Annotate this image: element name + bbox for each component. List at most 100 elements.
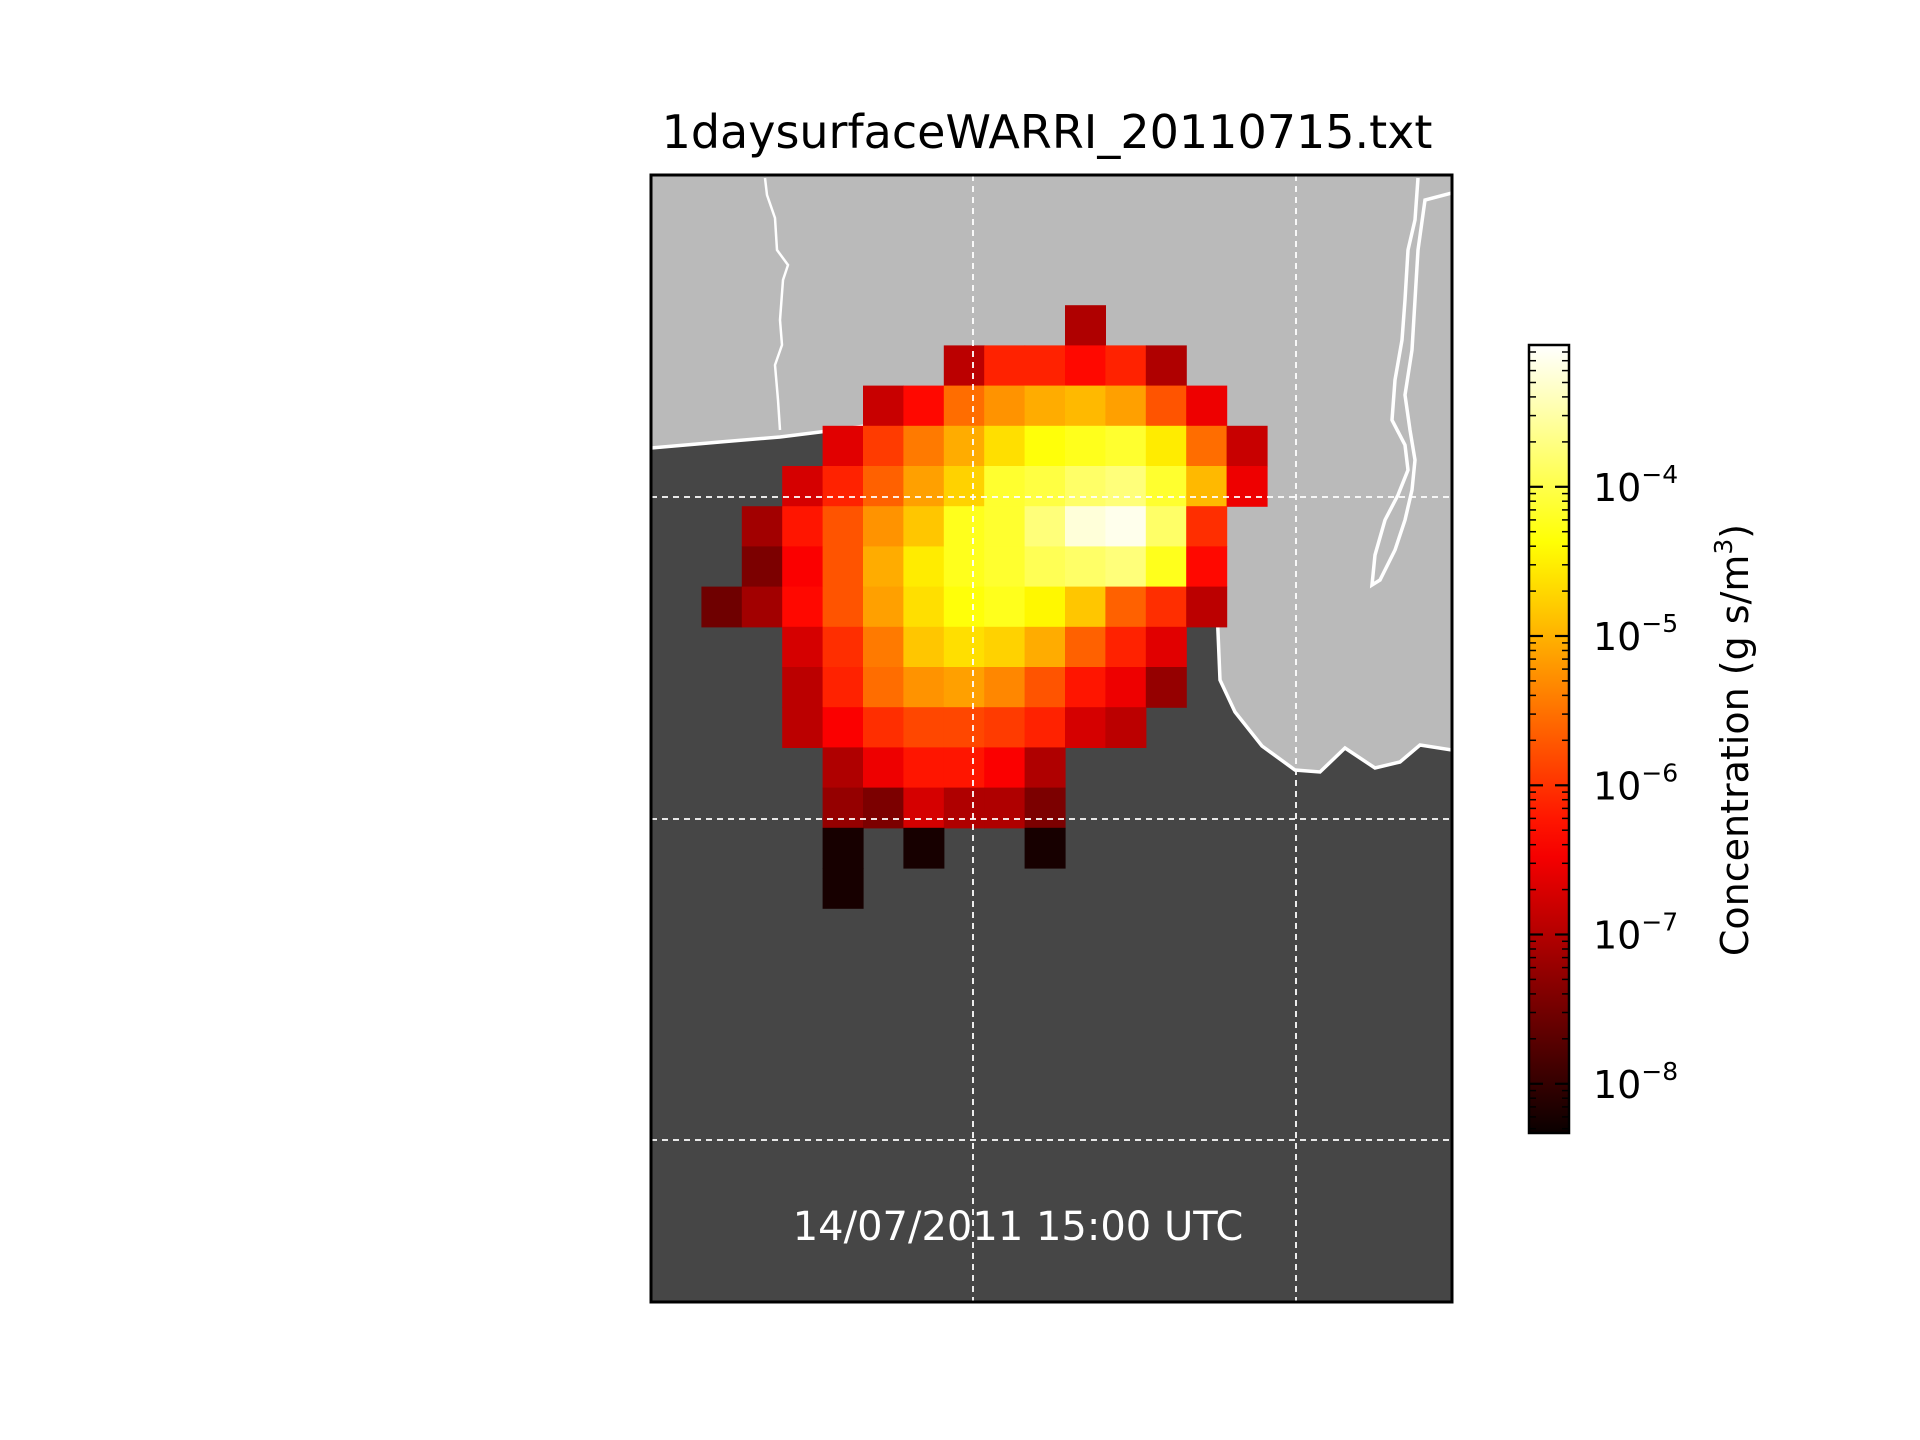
concentration-cell	[984, 345, 1026, 387]
concentration-cell	[984, 787, 1026, 829]
concentration-cell	[701, 586, 743, 628]
timestamp-label: 14/07/2011 15:00 UTC	[793, 1204, 1244, 1250]
concentration-cell	[984, 707, 1026, 748]
concentration-cell	[863, 707, 904, 748]
concentration-cell	[1024, 345, 1066, 387]
map-panel: 14/07/2011 15:00 UTC	[649, 173, 1454, 1304]
lake-shore	[1369, 177, 1452, 589]
concentration-cell	[903, 787, 945, 829]
concentration-cell	[903, 586, 945, 628]
concentration-cell	[984, 667, 1026, 708]
colorbar-label: Concentration (g s/m3)	[1709, 524, 1757, 956]
concentration-cell	[903, 546, 945, 588]
concentration-cell	[1145, 466, 1187, 507]
concentration-cell	[1024, 787, 1066, 829]
map-title: 1daysurfaceWARRI_20110715.txt	[662, 105, 1433, 159]
concentration-cell	[1186, 385, 1228, 427]
concentration-cell	[863, 747, 904, 789]
concentration-cell	[943, 626, 985, 668]
concentration-cell	[863, 667, 904, 708]
concentration-cell	[1024, 506, 1066, 547]
concentration-cell	[1105, 506, 1147, 547]
concentration-cell	[822, 546, 864, 588]
concentration-cell	[822, 747, 864, 789]
colorbar-frame	[1527, 343, 1571, 1135]
concentration-cell	[943, 345, 985, 387]
concentration-cell	[863, 385, 904, 427]
concentration-cell	[1024, 385, 1066, 427]
concentration-cell	[943, 425, 985, 467]
concentration-cell	[1145, 385, 1187, 427]
concentration-cell	[903, 667, 945, 708]
concentration-cell	[943, 586, 985, 628]
concentration-cell	[1186, 546, 1228, 588]
concentration-cell	[822, 466, 864, 507]
concentration-cell	[943, 546, 985, 588]
concentration-cell	[984, 626, 1026, 668]
colorbar: 10−8 10−7 10−6 10−5 10−4 Concentration (g s/…	[1527, 343, 1757, 1135]
concentration-cell	[822, 667, 864, 708]
concentration-cell	[1065, 425, 1106, 467]
concentration-cell	[984, 385, 1026, 427]
concentration-cell	[1186, 586, 1228, 628]
concentration-cell	[782, 626, 824, 668]
colorbar-tick-label: 10−4	[1593, 460, 1678, 510]
concentration-cell	[1105, 667, 1147, 708]
concentration-cell	[1145, 667, 1187, 708]
concentration-cell	[1024, 546, 1066, 588]
concentration-cell	[1065, 345, 1106, 387]
concentration-cell	[1145, 626, 1187, 668]
concentration-cell	[1145, 506, 1187, 547]
colorbar-tick-label: 10−8	[1593, 1057, 1678, 1107]
concentration-cell	[863, 787, 904, 829]
concentration-cell	[782, 546, 824, 588]
concentration-cell	[943, 707, 985, 748]
concentration-cell	[984, 506, 1026, 547]
lat-lon-gridlines	[651, 175, 1452, 1302]
concentration-cell	[943, 506, 985, 547]
concentration-cell	[1065, 586, 1106, 628]
concentration-cell	[903, 425, 945, 467]
concentration-cell	[822, 425, 864, 467]
concentration-cell	[1186, 466, 1228, 507]
concentration-cell	[943, 747, 985, 789]
colorbar-tick-label: 10−6	[1593, 758, 1678, 808]
concentration-cell	[943, 787, 985, 829]
concentration-cell	[1105, 586, 1147, 628]
concentration-cell	[1024, 707, 1066, 748]
concentration-cell	[943, 667, 985, 708]
concentration-cell	[1145, 586, 1187, 628]
colorbar-tick-label: 10−5	[1593, 609, 1678, 659]
concentration-cell	[1105, 546, 1147, 588]
concentration-cell	[863, 546, 904, 588]
concentration-cell	[1105, 626, 1147, 668]
land-area	[651, 175, 1452, 772]
concentration-cell	[943, 466, 985, 507]
concentration-cell	[984, 747, 1026, 789]
concentration-cell	[1024, 667, 1066, 708]
concentration-cell	[903, 466, 945, 507]
concentration-cell	[1065, 506, 1106, 547]
concentration-cell	[1145, 345, 1187, 387]
map-frame	[649, 173, 1454, 1304]
concentration-cell	[1024, 747, 1066, 789]
concentration-cell	[1226, 466, 1268, 507]
concentration-cell	[1065, 546, 1106, 588]
concentration-cell	[1105, 345, 1147, 387]
concentration-cell	[903, 506, 945, 547]
concentration-cell	[863, 466, 904, 507]
concentration-cell	[1065, 385, 1106, 427]
concentration-cell	[984, 586, 1026, 628]
concentration-cell	[1065, 626, 1106, 668]
concentration-cell	[822, 626, 864, 668]
concentration-cell	[782, 506, 824, 547]
colorbar-gradient	[1529, 345, 1569, 1133]
concentration-cell	[984, 546, 1026, 588]
concentration-cell	[1065, 707, 1106, 748]
concentration-cell	[1105, 385, 1147, 427]
concentration-cell	[1145, 546, 1187, 588]
concentration-cell	[903, 385, 945, 427]
concentration-cell	[1065, 305, 1106, 346]
concentration-cell	[1186, 425, 1228, 467]
